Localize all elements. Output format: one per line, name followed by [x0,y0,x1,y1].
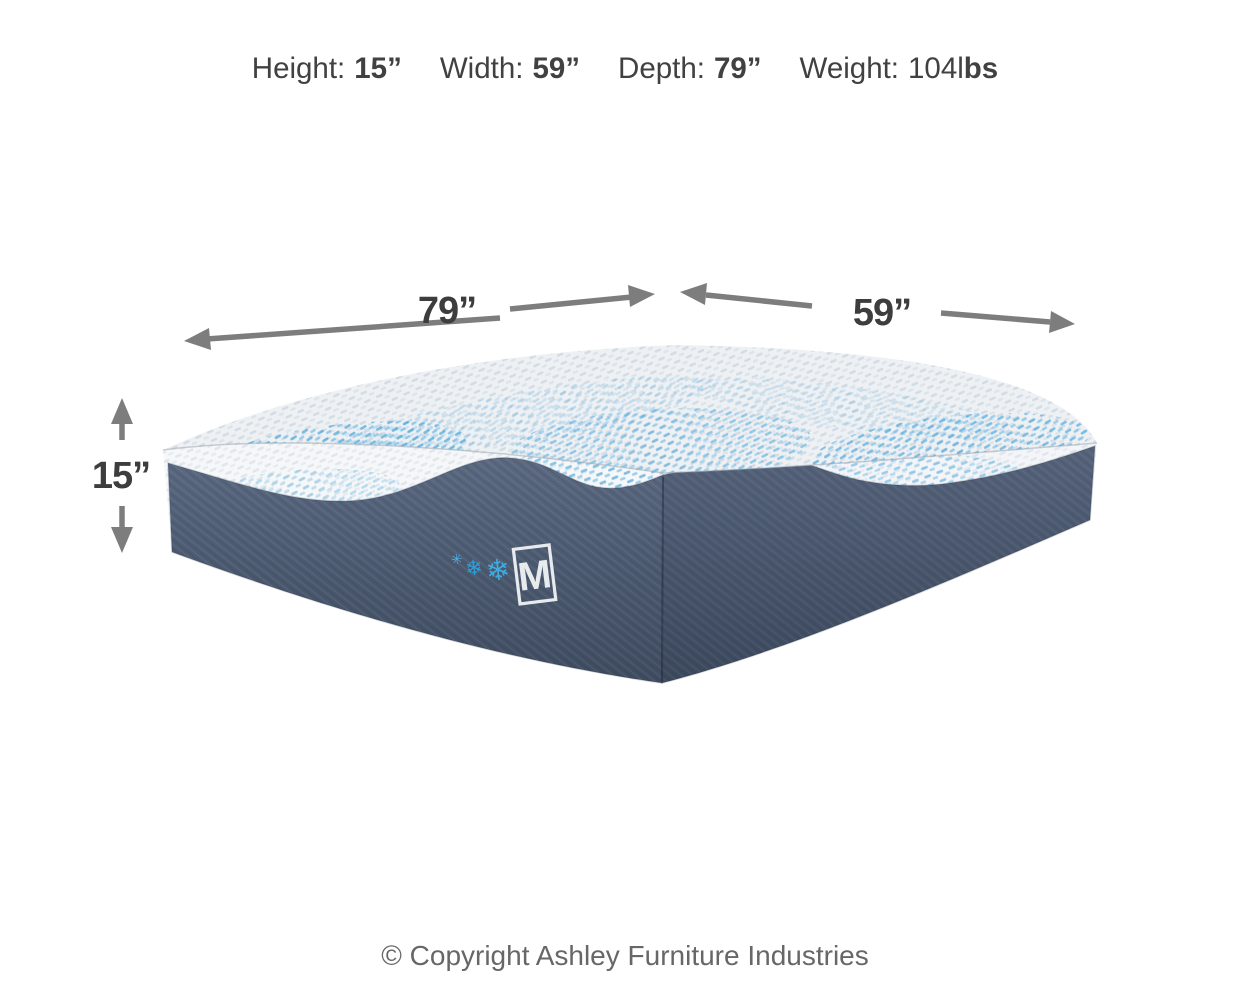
copyright-text: © Copyright Ashley Furniture Industries [381,940,869,971]
width-arrow-left [680,283,813,309]
spec-weight-label: Weight: [799,52,899,85]
spec-depth-value: 79” [713,52,762,85]
depth-dimension-label: 79” [417,290,477,332]
snowflake-icon: ❄ [484,554,512,588]
monogram-letter: M [516,552,554,600]
spec-height-value: 15” [354,52,402,85]
depth-arrow-right [509,285,655,312]
spec-width-label: Width: [439,52,524,85]
snowflake-icon: ❄ [464,556,485,581]
width-dimension-label: 59” [852,292,912,334]
spec-depth-label: Depth: [618,52,705,85]
spec-height: Height: 15” [252,52,402,86]
spec-width: Width: 59” [440,52,580,86]
dimension-arrows [111,283,1075,553]
spec-depth: Depth: 79” [618,52,762,86]
brand-logo: ✳ ❄ ❄ M [450,543,558,606]
monogram-emblem: M [511,543,558,606]
mattress-navy-base [167,444,1096,684]
spec-height-label: Height: [251,52,346,85]
spec-width-value: 59” [532,52,581,85]
spec-weight: Weight: 104lbs [799,52,999,85]
height-arrow-down [111,506,133,553]
depth-arrow-left [184,315,501,350]
spec-weight-value: bs [963,52,999,85]
snowflake-icon: ✳ [450,550,464,567]
height-arrow-up [111,398,133,440]
front-corner-seam [661,476,664,682]
spec-header: Height: 15” Width: 59” Depth: 79” Weight: 10… [0,52,1250,86]
height-dimension-label: 15” [91,455,151,497]
width-arrow-right [940,310,1075,333]
